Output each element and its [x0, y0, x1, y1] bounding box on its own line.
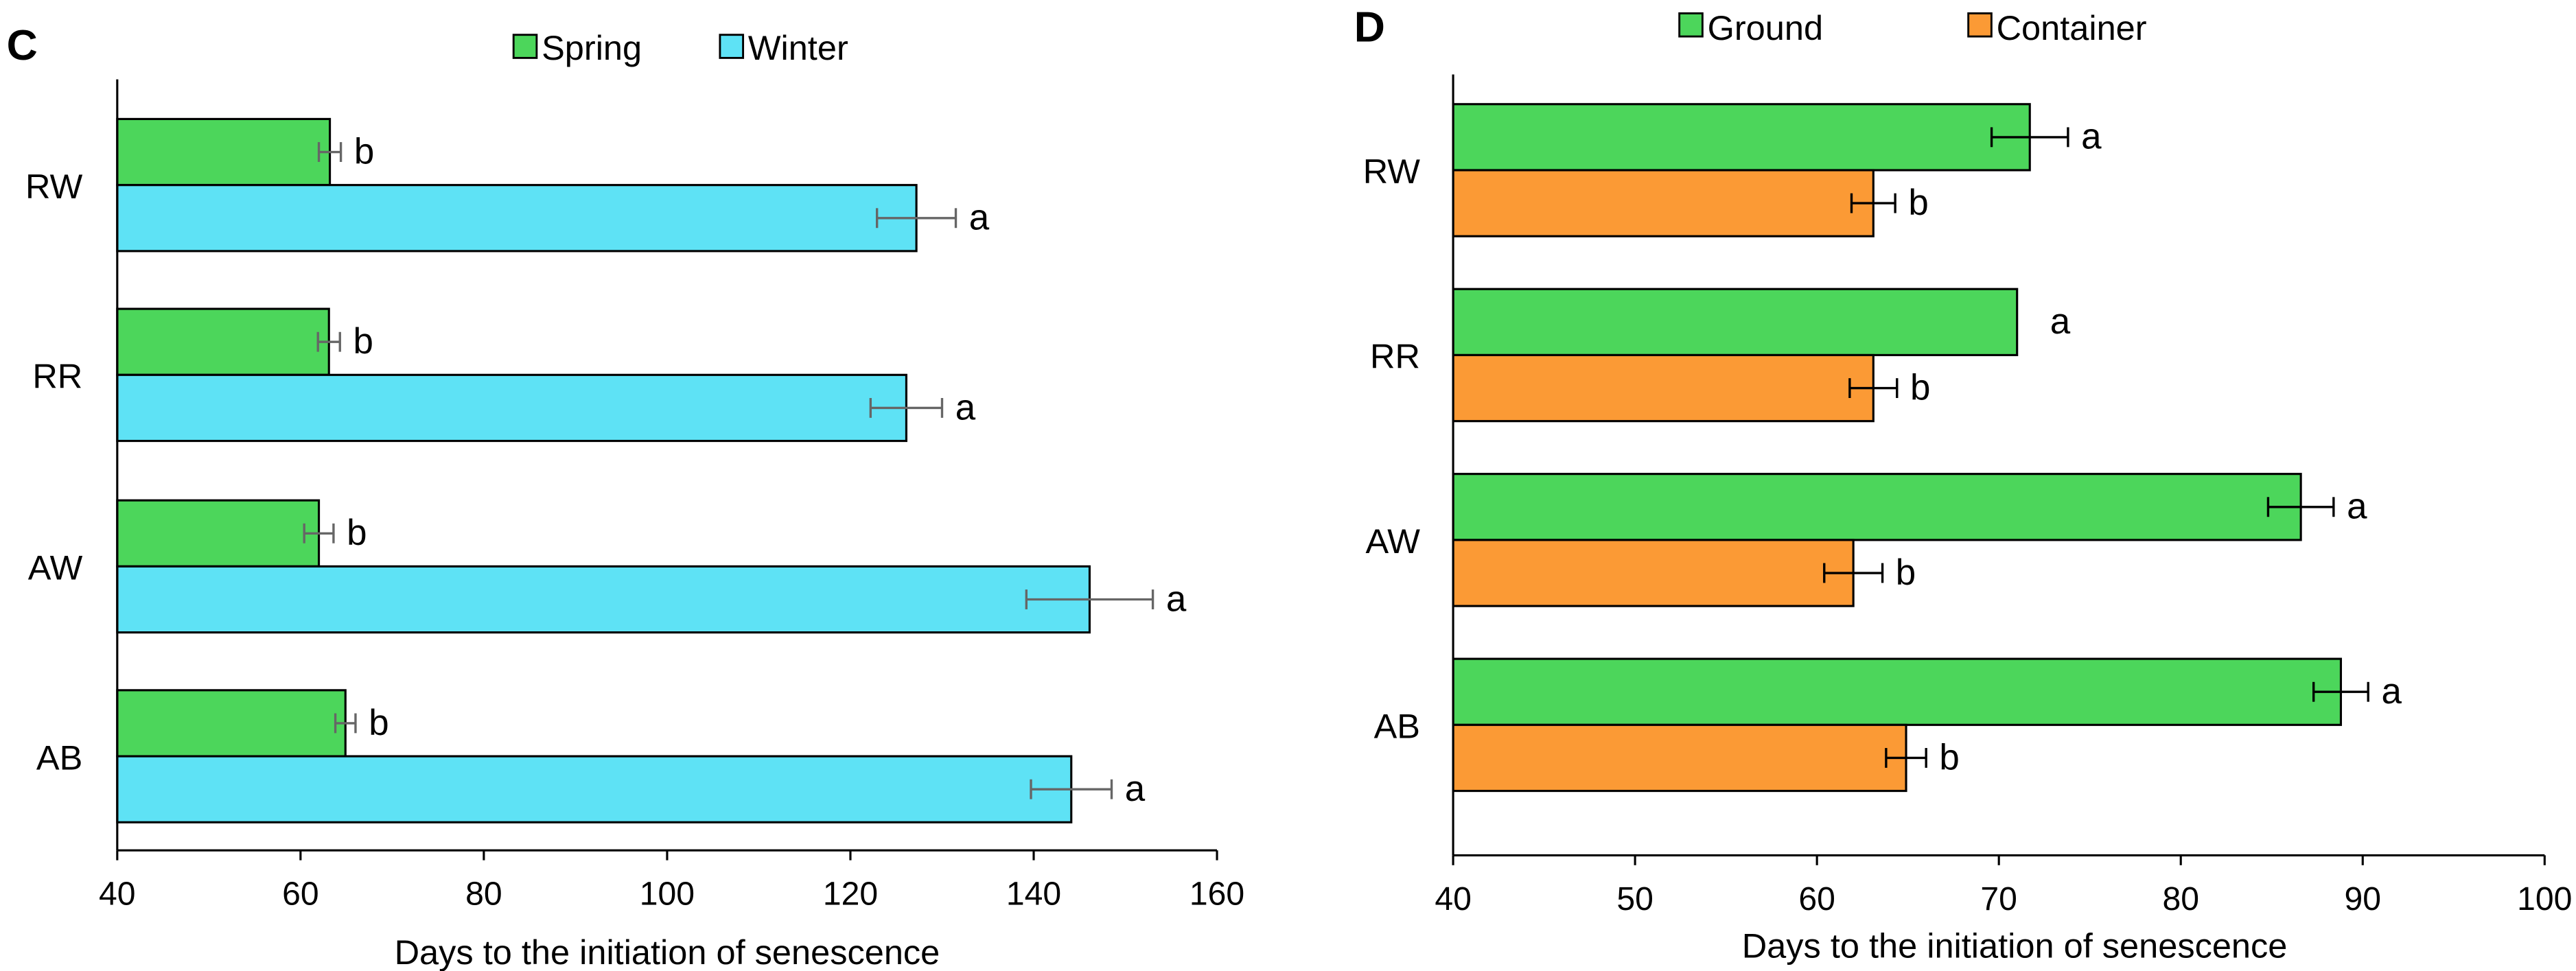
significance-letter: b — [369, 703, 388, 743]
bar-ab-ground — [1452, 657, 2343, 726]
error-bar — [1885, 748, 1927, 768]
significance-letter: b — [354, 131, 374, 172]
significance-letter: b — [353, 321, 373, 362]
bar-aw-container — [1452, 539, 1855, 607]
error-bar — [1850, 193, 1896, 213]
x-tick-label: 120 — [823, 876, 878, 913]
error-bar — [1990, 127, 2069, 148]
legend-swatch-ground — [1678, 12, 1704, 38]
significance-letter: a — [955, 387, 976, 428]
legend: Spring Winter — [512, 28, 848, 67]
bar-rr-container — [1452, 353, 1875, 423]
significance-letter: a — [1125, 769, 1146, 809]
x-axis-title: Days to the initiation of senescence — [395, 933, 940, 971]
bar-rw-ground — [1452, 103, 2031, 172]
significance-letter: a — [1166, 578, 1187, 619]
significance-letter: a — [2347, 487, 2367, 527]
x-tick-label: 160 — [1190, 876, 1244, 913]
legend-label-winter: Winter — [748, 28, 848, 67]
significance-letter: a — [2381, 671, 2402, 712]
category-label: RW — [1363, 152, 1421, 191]
error-bar — [2312, 681, 2369, 702]
bar-rr-spring — [116, 307, 330, 376]
category-label: AW — [1365, 522, 1420, 561]
significance-letter: b — [1908, 183, 1928, 223]
legend-swatch-spring — [512, 34, 538, 59]
x-axis-title: Days to the initiation of senescence — [1742, 926, 2288, 966]
bar-rr-winter — [116, 373, 907, 443]
bar-aw-ground — [1452, 473, 2302, 541]
x-tick-label: 80 — [2162, 880, 2199, 917]
x-tick-label: 60 — [1798, 880, 1835, 917]
error-bar — [317, 142, 343, 162]
bar-ab-spring — [116, 689, 347, 758]
legend-swatch-winter — [719, 34, 745, 59]
bar-ab-winter — [116, 755, 1073, 823]
legend-label-ground: Ground — [1708, 8, 1823, 47]
significance-letter: b — [1896, 552, 1916, 593]
bar-rw-spring — [116, 117, 332, 187]
x-tick-label: 40 — [99, 876, 136, 913]
panel-label: C — [7, 21, 38, 69]
error-bar — [1025, 589, 1154, 609]
panel-label: D — [1354, 3, 1385, 51]
bar-aw-spring — [116, 499, 321, 568]
panel-d: D Days to the initiation of senescence G… — [1354, 3, 2573, 965]
significance-letter: b — [347, 513, 367, 553]
x-tick-label: 70 — [1980, 880, 2017, 917]
error-bar — [2266, 497, 2335, 517]
category-label: AB — [1374, 707, 1420, 746]
bar-rw-winter — [116, 184, 918, 253]
x-tick-label: 100 — [640, 876, 695, 913]
category-label: RR — [1370, 337, 1420, 376]
x-tick-label: 140 — [1006, 876, 1061, 913]
significance-letter: b — [1910, 367, 1930, 408]
error-bar — [869, 397, 944, 418]
x-tick-label: 100 — [2517, 880, 2572, 917]
x-tick-label: 50 — [1616, 880, 1653, 917]
legend: Ground Container — [1678, 8, 2147, 47]
category-label: RW — [25, 167, 83, 206]
significance-letter: a — [2050, 301, 2071, 342]
category-label: RR — [32, 357, 82, 396]
error-bar — [334, 713, 357, 734]
legend-label-container: Container — [1997, 8, 2147, 47]
error-bar — [303, 523, 335, 543]
bar-aw-winter — [116, 565, 1091, 634]
error-bar — [1823, 563, 1884, 583]
panel-c: C Days to the initiation of senescence S… — [7, 21, 1245, 971]
error-bar — [316, 331, 341, 352]
x-tick-label: 80 — [465, 876, 502, 913]
significance-letter: a — [969, 198, 990, 238]
bar-rw-container — [1452, 169, 1875, 237]
bar-ab-container — [1452, 723, 1907, 793]
x-tick-label: 40 — [1435, 880, 1472, 917]
x-tick-label: 60 — [282, 876, 319, 913]
significance-letter: a — [2081, 117, 2102, 157]
legend-label-spring: Spring — [542, 28, 642, 67]
error-bar — [1848, 378, 1899, 398]
category-label: AW — [28, 548, 83, 587]
legend-swatch-container — [1967, 12, 1993, 38]
x-tick-label: 90 — [2344, 880, 2381, 917]
error-bar — [876, 208, 958, 229]
bar-rr-ground — [1452, 288, 2019, 357]
error-bar — [1030, 779, 1113, 799]
significance-letter: b — [1939, 737, 1959, 777]
category-label: AB — [36, 738, 82, 777]
